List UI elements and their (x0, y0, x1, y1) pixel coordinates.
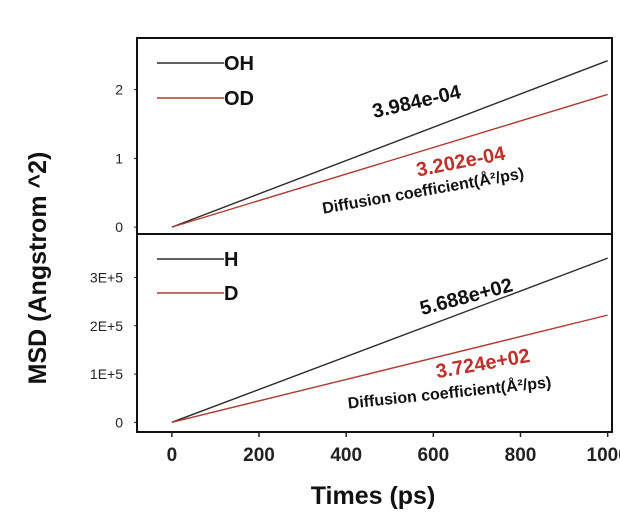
y-tick-label: 2E+5 (90, 318, 123, 334)
series-line-od (171, 93, 608, 228)
y-tick-label: 1 (115, 150, 123, 166)
legend-label-h: H (224, 249, 238, 271)
series-line-h (171, 257, 608, 423)
legend-label-od: OD (224, 88, 254, 110)
panel-frame-bottom (136, 233, 613, 433)
slope-annotation-h: 5.688e+02 (418, 274, 516, 320)
x-axis-label: Times (ps) (311, 482, 436, 510)
x-tick-label: 0 (167, 445, 178, 466)
y-tick-label: 1E+5 (90, 366, 123, 382)
x-tick-label: 800 (505, 445, 537, 466)
slope-annotation-oh: 3.984e-04 (370, 81, 464, 123)
y-tick-label: 0 (115, 414, 123, 430)
x-tick-label: 600 (417, 445, 449, 466)
legend-label-d: D (224, 283, 238, 305)
y-tick-label: 2 (115, 82, 123, 98)
series-line-oh (171, 60, 608, 228)
series-line-d (171, 314, 608, 424)
legend-label-oh: OH (224, 53, 254, 75)
x-tick-label: 1000 (587, 445, 620, 466)
y-axis-label: MSD (Angstrom ^2) (24, 152, 52, 385)
y-tick-label: 0 (115, 219, 123, 235)
y-tick-label: 3E+5 (90, 269, 123, 285)
x-tick-label: 200 (243, 445, 275, 466)
x-tick-label: 400 (330, 445, 362, 466)
